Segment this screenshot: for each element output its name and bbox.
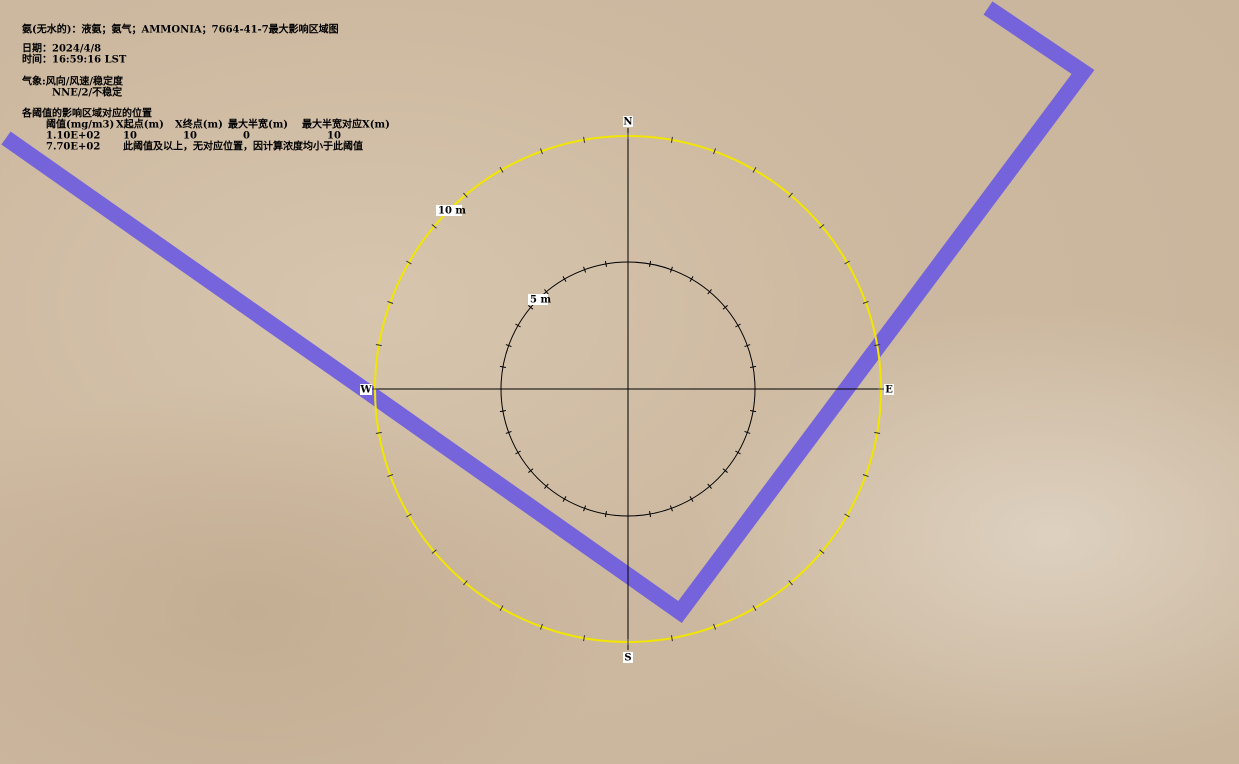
map-view: N S E W 10 m 5 m 氨(无水的)：液氨；氨气；AMMONIA；76… (0, 0, 1239, 764)
column-header: 最大半宽对应X(m) (302, 118, 390, 131)
table-cell: 10 (123, 131, 137, 142)
column-header: X起点(m) (116, 118, 164, 131)
table-title: 各阈值的影响区域对应的位置 (21, 107, 152, 120)
table-cell: 10 (183, 131, 197, 142)
east-label: E (885, 385, 893, 396)
west-label: W (359, 385, 372, 396)
map-title: 氨(无水的)：液氨；氨气；AMMONIA；7664-41-7最大影响区域图 (22, 23, 339, 36)
weather-label: 气象:风向/风速/稳定度 (21, 75, 124, 88)
inner-ring-label: 5 m (530, 295, 551, 306)
table-cell: 7.70E+02 (46, 142, 100, 153)
column-header: X终点(m) (175, 118, 223, 131)
map: N S E W 10 m 5 m 氨(无水的)：液氨；氨气；AMMONIA；76… (0, 0, 1239, 764)
table-cell: 0 (243, 131, 250, 142)
column-header: 最大半宽(m) (228, 118, 288, 131)
outer-ring-label: 10 m (438, 206, 466, 217)
weather-value: NNE/2/不稳定 (52, 86, 122, 99)
date: 日期：2024/4/8 (22, 42, 101, 55)
table-cell: 此阈值及以上，无对应位置，因计算浓度均小于此阈值 (123, 140, 363, 153)
table-cell: 1.10E+02 (46, 131, 100, 142)
north-label: N (623, 117, 632, 128)
time: 时间：16:59:16 LST (22, 53, 127, 66)
column-header: 阈值(mg/m3) (46, 118, 114, 131)
south-label: S (624, 653, 631, 664)
table-cell: 10 (327, 131, 341, 142)
